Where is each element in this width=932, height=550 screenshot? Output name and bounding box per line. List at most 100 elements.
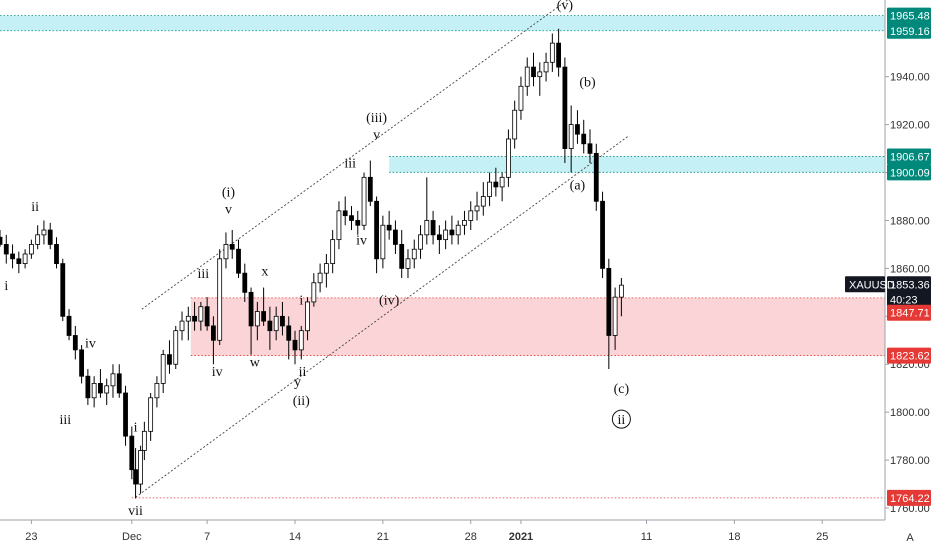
- candle-body: [581, 133, 587, 145]
- candle-body: [618, 284, 624, 298]
- candle-body: [160, 354, 166, 384]
- candle-body: [66, 315, 72, 336]
- price-badge-label: 1906.67: [890, 152, 930, 164]
- candle-body: [229, 244, 235, 250]
- wave-label: (v): [557, 0, 574, 14]
- candle-body: [455, 224, 461, 236]
- auto-scale-button: A: [906, 532, 914, 544]
- candle-body: [380, 224, 386, 260]
- y-tick-label: 1920.00: [890, 120, 930, 132]
- candle-body: [606, 267, 612, 336]
- candle-body: [436, 234, 442, 241]
- candles: [0, 28, 624, 499]
- candle-body: [405, 258, 411, 269]
- candle-body: [16, 258, 22, 264]
- candle-body: [305, 301, 310, 332]
- candle-body: [79, 349, 84, 377]
- channel-line: [135, 136, 628, 498]
- wave-label: iv: [356, 233, 367, 248]
- price-badge-label: 1959.16: [890, 26, 930, 38]
- wave-label: (ii): [293, 394, 310, 409]
- x-tick-label: 2021: [509, 531, 533, 543]
- candle-body: [185, 315, 191, 322]
- x-tick-label: 18: [728, 531, 740, 543]
- candle-body: [612, 296, 618, 336]
- x-tick-label: 21: [377, 531, 389, 543]
- wave-label: ii: [617, 413, 625, 428]
- candle-body: [330, 239, 336, 264]
- wave-label: iv: [85, 336, 96, 351]
- y-tick-label: 1800.00: [890, 407, 930, 419]
- wave-label: ii: [299, 365, 307, 380]
- candle-body: [267, 320, 273, 332]
- candle-body: [22, 253, 28, 264]
- candle-body: [361, 176, 367, 226]
- candle-body: [35, 234, 41, 245]
- wave-circle: [611, 409, 631, 429]
- candle-body: [217, 258, 223, 341]
- x-tick-label: 25: [816, 531, 828, 543]
- price-badge-label: 1823.62: [890, 351, 930, 363]
- candle-body: [110, 373, 116, 387]
- candle-body: [286, 325, 292, 341]
- price-badge: [887, 304, 931, 321]
- price-zones: [0, 15, 885, 356]
- candle-body: [386, 224, 392, 231]
- candle-body: [499, 176, 505, 188]
- candle-body: [568, 124, 574, 149]
- wave-label: w: [250, 356, 261, 371]
- resistance-zone: [0, 15, 885, 31]
- candle-body: [254, 311, 260, 327]
- candle-body: [393, 229, 398, 245]
- candle-body: [47, 229, 53, 245]
- symbol-tag: [845, 276, 885, 293]
- price-badge: [887, 148, 931, 165]
- candle-body: [54, 244, 59, 264]
- wave-label: y: [294, 375, 301, 390]
- candle-body: [349, 215, 354, 221]
- wave-label: iv: [212, 365, 223, 380]
- x-tick-label: 23: [25, 531, 37, 543]
- candle-body: [468, 210, 474, 221]
- candle-body: [342, 210, 348, 217]
- candle-body: [430, 220, 436, 236]
- candle-body: [41, 229, 47, 236]
- candle-body: [148, 397, 154, 432]
- price-badge: [887, 291, 931, 308]
- level-lines: [0, 15, 885, 499]
- candle-body: [192, 315, 197, 322]
- wave-label: v: [225, 202, 232, 217]
- price-badge-label: 1853.36: [890, 279, 930, 291]
- candle-body: [543, 61, 549, 73]
- candle-body: [418, 234, 423, 250]
- wave-label: (c): [614, 382, 630, 397]
- symbol-tag-label: XAUUSD: [849, 279, 895, 291]
- candle-body: [28, 244, 34, 255]
- price-badge-label: 1764.22: [890, 493, 930, 505]
- price-badge: [887, 164, 931, 181]
- candle-body: [298, 330, 304, 351]
- y-tick-label: 1940.00: [890, 72, 930, 84]
- candle-body: [173, 330, 179, 365]
- wave-label: (iii): [366, 111, 387, 126]
- candle-body: [141, 430, 147, 451]
- candle-body: [138, 450, 143, 485]
- candle-body: [317, 272, 323, 284]
- candle-body: [549, 42, 555, 63]
- candle-body: [512, 109, 518, 140]
- candle-body: [0, 236, 3, 245]
- candle-body: [575, 124, 580, 135]
- candle-body: [236, 248, 241, 274]
- wave-label: ii: [31, 200, 39, 215]
- candle-body: [374, 200, 379, 260]
- y-tick-label: 1760.00: [890, 503, 930, 515]
- candle-body: [261, 311, 267, 322]
- candle-body: [506, 138, 511, 178]
- trend-channel: [135, 0, 628, 498]
- wave-label: (b): [579, 75, 596, 90]
- wave-label: (a): [570, 178, 586, 193]
- price-badges: 1965.48 1959.16 1906.67 1900.09 1853.36XAUUS…: [845, 7, 931, 506]
- wave-label: i: [299, 293, 303, 308]
